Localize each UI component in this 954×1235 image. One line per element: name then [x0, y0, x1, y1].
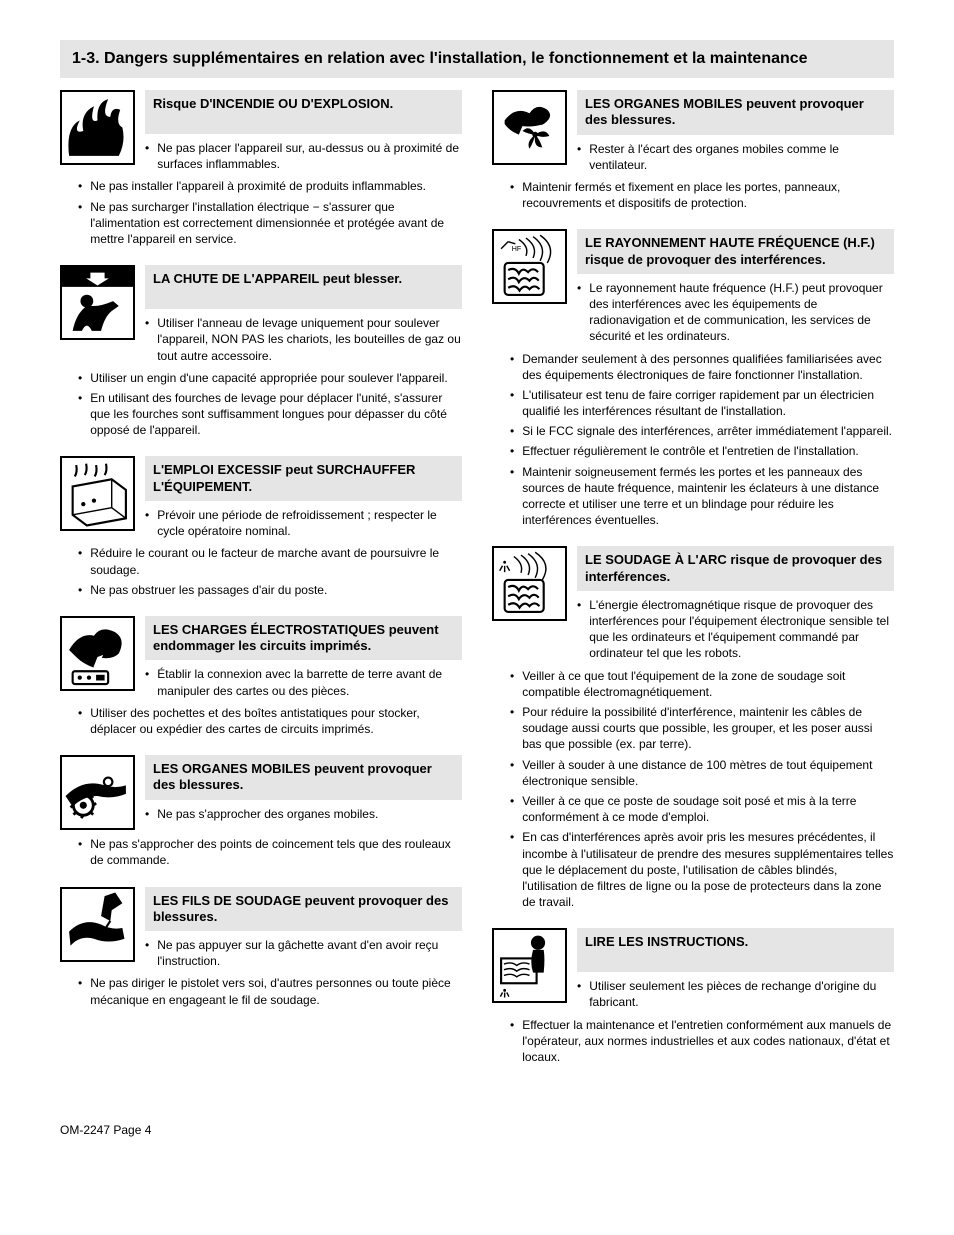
hazard-text: L'EMPLOI EXCESSIF peut SURCHAUFFER L'ÉQU…	[145, 456, 462, 539]
list-item: Veiller à ce que ce poste de soudage soi…	[492, 793, 894, 825]
hazard-bullets: Utiliser des pochettes et des boîtes ant…	[60, 705, 462, 737]
page-number: OM-2247 Page 4	[60, 1123, 151, 1137]
wire-icon	[60, 887, 135, 962]
hazard-title: LES ORGANES MOBILES peuvent provoquer de…	[577, 90, 894, 135]
hazard-text: LE RAYONNEMENT HAUTE FRÉQUENCE (H.F.) ri…	[577, 229, 894, 344]
hazard-block: LES ORGANES MOBILES peuvent provoquer de…	[60, 755, 462, 868]
list-item: Utiliser un engin d'une capacité appropr…	[60, 370, 462, 386]
hazard-lead: Le rayonnement haute fréquence (H.F.) pe…	[577, 280, 894, 345]
hazard-bullets: Ne pas s'approcher des points de coincem…	[60, 836, 462, 868]
hazard-title: Risque D'INCENDIE OU D'EXPLOSION.	[145, 90, 462, 134]
hazard-text: LES ORGANES MOBILES peuvent provoquer de…	[577, 90, 894, 173]
hazard-block: L'EMPLOI EXCESSIF peut SURCHAUFFER L'ÉQU…	[60, 456, 462, 597]
hazard-title: L'EMPLOI EXCESSIF peut SURCHAUFFER L'ÉQU…	[145, 456, 462, 501]
list-item: Utiliser des pochettes et des boîtes ant…	[60, 705, 462, 737]
list-item: Ne pas s'approcher des points de coincem…	[60, 836, 462, 868]
list-item: En cas d'interférences après avoir pris …	[492, 829, 894, 910]
list-item: En utilisant des fourches de levage pour…	[60, 390, 462, 439]
list-item: Ne pas obstruer les passages d'air du po…	[60, 582, 462, 598]
falling-icon	[60, 265, 135, 340]
hazard-bullets: Effectuer la maintenance et l'entretien …	[492, 1017, 894, 1066]
hazard-lead: Ne pas placer l'appareil sur, au-dessus …	[145, 140, 462, 172]
hazard-text: LIRE LES INSTRUCTIONS. Utiliser seulement…	[577, 928, 894, 1010]
hazard-lead: Rester à l'écart des organes mobiles com…	[577, 141, 894, 173]
hazard-block: LA CHUTE DE L'APPAREIL peut blesser. Util…	[60, 265, 462, 438]
hazard-head: LES ORGANES MOBILES peuvent provoquer de…	[492, 90, 894, 173]
hazard-head: HF LE RAYONNEMENT HAUTE FRÉQUENCE (H.F.) …	[492, 229, 894, 344]
fan-icon	[492, 90, 567, 165]
manual-icon	[492, 928, 567, 1003]
list-item: Si le FCC signale des interférences, arr…	[492, 423, 894, 439]
hazard-block: LES CHARGES ÉLECTROSTATIQUES peuvent end…	[60, 616, 462, 737]
hazard-title: LA CHUTE DE L'APPAREIL peut blesser.	[145, 265, 462, 309]
hazard-block: LE SOUDAGE À L'ARC risque de provoquer d…	[492, 546, 894, 910]
hazard-bullets: Ne pas installer l'appareil à proximité …	[60, 178, 462, 247]
hazard-head: LES FILS DE SOUDAGE peuvent provoquer de…	[60, 887, 462, 970]
hazard-block: LIRE LES INSTRUCTIONS. Utiliser seulement…	[492, 928, 894, 1065]
hazard-text: LES FILS DE SOUDAGE peuvent provoquer de…	[145, 887, 462, 970]
list-item: Effectuer régulièrement le contrôle et l…	[492, 443, 894, 459]
hazard-title: LES CHARGES ÉLECTROSTATIQUES peuvent end…	[145, 616, 462, 661]
content-columns: Risque D'INCENDIE OU D'EXPLOSION. Ne pas …	[60, 90, 894, 1083]
hazard-lead: Utiliser seulement les pièces de rechang…	[577, 978, 894, 1010]
hazard-head: LES CHARGES ÉLECTROSTATIQUES peuvent end…	[60, 616, 462, 699]
list-item: Réduire le courant ou le facteur de marc…	[60, 545, 462, 577]
hazard-bullets: Ne pas diriger le pistolet vers soi, d'a…	[60, 975, 462, 1007]
hazard-text: Risque D'INCENDIE OU D'EXPLOSION. Ne pas …	[145, 90, 462, 172]
right-column: LES ORGANES MOBILES peuvent provoquer de…	[492, 90, 894, 1083]
hazard-lead: L'énergie électromagnétique risque de pr…	[577, 597, 894, 662]
hazard-bullets: Maintenir fermés et fixement en place le…	[492, 179, 894, 211]
list-item: Ne pas surcharger l'installation électri…	[60, 199, 462, 248]
list-item: Maintenir fermés et fixement en place le…	[492, 179, 894, 211]
fire-icon	[60, 90, 135, 165]
svg-text:HF: HF	[512, 245, 522, 253]
hazard-text: LES CHARGES ÉLECTROSTATIQUES peuvent end…	[145, 616, 462, 699]
list-item: Veiller à ce que tout l'équipement de la…	[492, 668, 894, 700]
hazard-title: LES FILS DE SOUDAGE peuvent provoquer de…	[145, 887, 462, 932]
hazard-bullets: Réduire le courant ou le facteur de marc…	[60, 545, 462, 598]
hazard-text: LES ORGANES MOBILES peuvent provoquer de…	[145, 755, 462, 822]
hazard-head: LA CHUTE DE L'APPAREIL peut blesser. Util…	[60, 265, 462, 364]
static-icon	[60, 616, 135, 691]
hazard-block: HF LE RAYONNEMENT HAUTE FRÉQUENCE (H.F.) …	[492, 229, 894, 528]
hazard-head: LIRE LES INSTRUCTIONS. Utiliser seulement…	[492, 928, 894, 1010]
moving-icon	[60, 755, 135, 830]
hazard-head: Risque D'INCENDIE OU D'EXPLOSION. Ne pas …	[60, 90, 462, 172]
hazard-title: LIRE LES INSTRUCTIONS.	[577, 928, 894, 972]
list-item: Veiller à souder à une distance de 100 m…	[492, 757, 894, 789]
hf-icon: HF	[492, 229, 567, 304]
hazard-title: LES ORGANES MOBILES peuvent provoquer de…	[145, 755, 462, 800]
hazard-title: LE RAYONNEMENT HAUTE FRÉQUENCE (H.F.) ri…	[577, 229, 894, 274]
hazard-lead: Prévoir une période de refroidissement ;…	[145, 507, 462, 539]
hazard-text: LE SOUDAGE À L'ARC risque de provoquer d…	[577, 546, 894, 661]
hazard-bullets: Demander seulement à des personnes quali…	[492, 351, 894, 529]
hazard-lead: Établir la connexion avec la barrette de…	[145, 666, 462, 698]
hazard-lead: Utiliser l'anneau de levage uniquement p…	[145, 315, 462, 364]
hazard-block: LES ORGANES MOBILES peuvent provoquer de…	[492, 90, 894, 211]
hazard-lead: Ne pas appuyer sur la gâchette avant d'e…	[145, 937, 462, 969]
overheat-icon	[60, 456, 135, 531]
list-item: Effectuer la maintenance et l'entretien …	[492, 1017, 894, 1066]
section-header: 1-3. Dangers supplémentaires en relation…	[60, 40, 894, 78]
hazard-bullets: Utiliser un engin d'une capacité appropr…	[60, 370, 462, 439]
arc-icon	[492, 546, 567, 621]
page-footer: OM-2247 Page 4	[60, 1123, 894, 1137]
list-item: L'utilisateur est tenu de faire corriger…	[492, 387, 894, 419]
list-item: Ne pas diriger le pistolet vers soi, d'a…	[60, 975, 462, 1007]
hazard-block: LES FILS DE SOUDAGE peuvent provoquer de…	[60, 887, 462, 1008]
hazard-head: LES ORGANES MOBILES peuvent provoquer de…	[60, 755, 462, 830]
list-item: Ne pas installer l'appareil à proximité …	[60, 178, 462, 194]
hazard-text: LA CHUTE DE L'APPAREIL peut blesser. Util…	[145, 265, 462, 364]
hazard-lead: Ne pas s'approcher des organes mobiles.	[145, 806, 462, 822]
hazard-title: LE SOUDAGE À L'ARC risque de provoquer d…	[577, 546, 894, 591]
hazard-head: LE SOUDAGE À L'ARC risque de provoquer d…	[492, 546, 894, 661]
list-item: Maintenir soigneusement fermés les porte…	[492, 464, 894, 529]
hazard-bullets: Veiller à ce que tout l'équipement de la…	[492, 668, 894, 911]
list-item: Pour réduire la possibilité d'interféren…	[492, 704, 894, 753]
hazard-block: Risque D'INCENDIE OU D'EXPLOSION. Ne pas …	[60, 90, 462, 247]
list-item: Demander seulement à des personnes quali…	[492, 351, 894, 383]
hazard-head: L'EMPLOI EXCESSIF peut SURCHAUFFER L'ÉQU…	[60, 456, 462, 539]
left-column: Risque D'INCENDIE OU D'EXPLOSION. Ne pas …	[60, 90, 462, 1083]
